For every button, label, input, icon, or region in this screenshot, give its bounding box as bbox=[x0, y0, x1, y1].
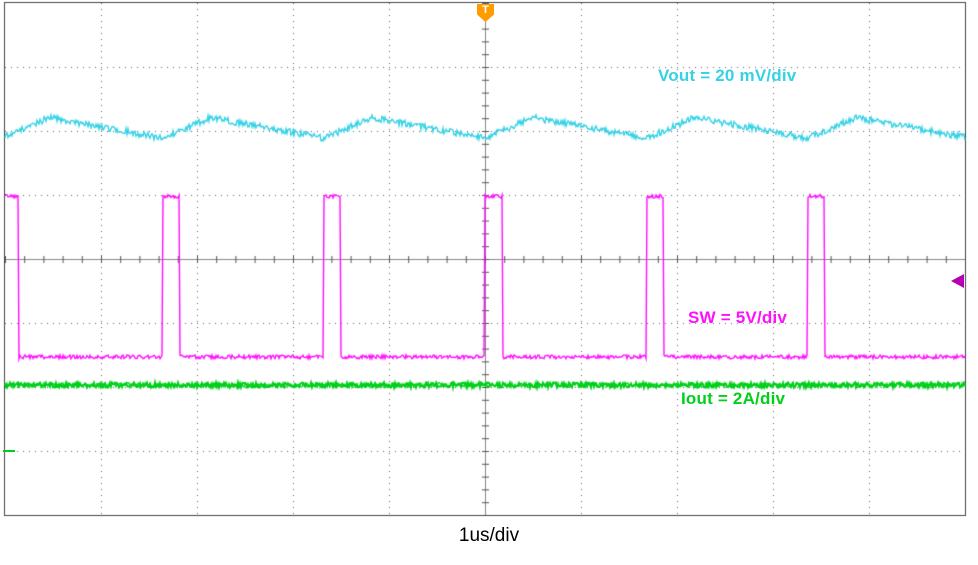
iout-scale-label: Iout = 2A/div bbox=[681, 389, 786, 408]
sw-scale-label: SW = 5V/div bbox=[688, 308, 788, 327]
iout-ref-marker bbox=[3, 450, 15, 452]
trigger-level-arrow-icon bbox=[951, 274, 964, 288]
vout-scale-label: Vout = 20 mV/div bbox=[658, 66, 797, 85]
trigger-marker-label: T bbox=[482, 4, 489, 16]
trigger-marker: T bbox=[477, 4, 494, 22]
timebase-label: 1us/div bbox=[458, 525, 520, 546]
scope-grid-and-traces bbox=[0, 0, 978, 520]
